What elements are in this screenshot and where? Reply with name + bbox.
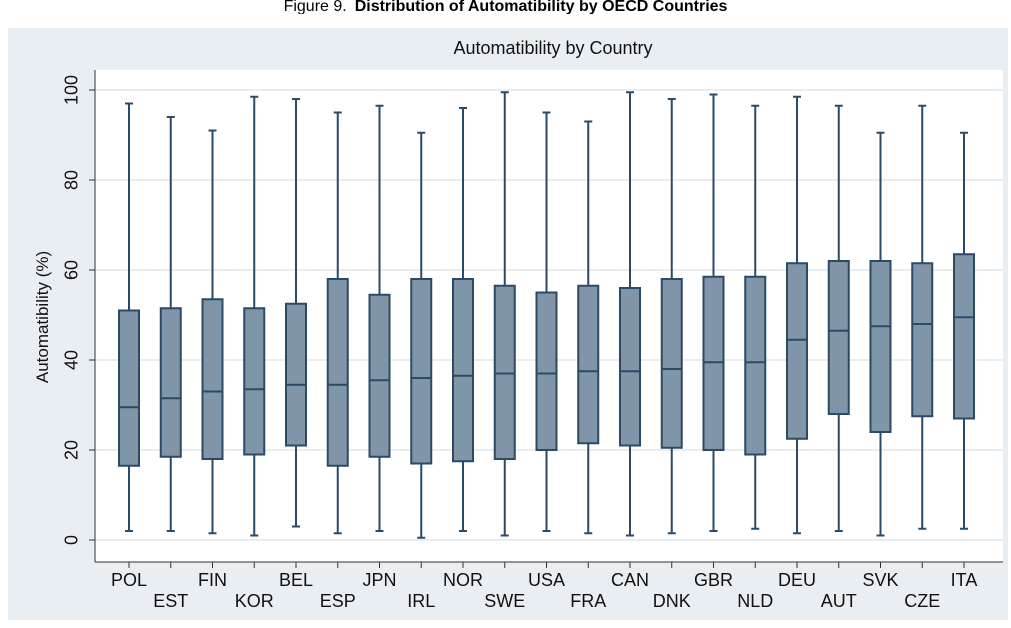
box-kor: [243, 95, 266, 537]
iqr-box: [702, 275, 725, 451]
iqr-box: [535, 291, 558, 451]
boxes: [118, 91, 975, 539]
box-svk: [869, 131, 892, 537]
box-fin: [201, 129, 224, 535]
box-gbr: [702, 93, 725, 532]
y-tick-label: 80: [61, 170, 81, 190]
figure-caption: Figure 9. Distribution of Automatibility …: [0, 0, 1011, 14]
x-category-label: GBR: [694, 570, 733, 590]
figure-title: Distribution of Automatibility by OECD C…: [354, 0, 728, 14]
box-aut: [827, 104, 850, 532]
iqr-box: [285, 302, 307, 447]
figure-number: Figure 9.: [283, 0, 347, 14]
y-tick-label: 0: [61, 535, 81, 545]
iqr-box: [243, 307, 266, 456]
y-axis-ticks: 0 20 40 60 80 100: [61, 75, 95, 545]
x-category-label: SWE: [484, 591, 525, 611]
x-category-label: NOR: [443, 570, 483, 590]
x-category-label: KOR: [235, 591, 274, 611]
x-category-label: EST: [153, 591, 188, 611]
box-nor: [452, 107, 474, 532]
iqr-box: [326, 278, 349, 467]
box-fra: [577, 120, 600, 535]
x-category-label: NLD: [737, 591, 773, 611]
iqr-box: [452, 278, 474, 463]
box-nld: [744, 104, 767, 530]
box-jpn: [368, 104, 391, 532]
box-esp: [326, 111, 349, 535]
x-category-label: POL: [111, 570, 147, 590]
x-category-label: BEL: [279, 570, 313, 590]
x-category-label: SVK: [862, 570, 898, 590]
x-category-label: FIN: [198, 570, 227, 590]
x-category-label: DEU: [778, 570, 816, 590]
iqr-box: [201, 298, 224, 460]
y-tick-label: 100: [61, 75, 81, 105]
box-deu: [786, 95, 808, 535]
x-category-label: CZE: [904, 591, 940, 611]
axes: [94, 70, 1003, 563]
box-ita: [953, 131, 975, 530]
y-tick-label: 60: [61, 260, 81, 280]
box-pol: [118, 102, 140, 532]
chart-title: Automatibility by Country: [453, 38, 652, 58]
box-est: [159, 116, 182, 532]
x-category-label: ESP: [320, 591, 356, 611]
x-category-label: AUT: [821, 591, 857, 611]
iqr-box: [953, 253, 975, 420]
x-category-label: IRL: [407, 591, 435, 611]
box-can: [619, 91, 641, 537]
iqr-box: [493, 284, 516, 460]
x-category-label: FRA: [570, 591, 606, 611]
x-axis-labels: POLESTFINKORBELESPJPNIRLNORSWEUSAFRACAND…: [111, 562, 977, 611]
iqr-box: [159, 307, 182, 458]
iqr-box: [118, 309, 140, 467]
iqr-box: [911, 262, 934, 418]
iqr-box: [827, 260, 850, 415]
iqr-box: [660, 278, 683, 449]
box-swe: [493, 91, 516, 537]
box-dnk: [660, 98, 683, 535]
x-category-label: DNK: [653, 591, 691, 611]
iqr-box: [619, 287, 641, 447]
x-category-label: ITA: [951, 570, 978, 590]
y-tick-label: 20: [61, 440, 81, 460]
y-tick-label: 40: [61, 350, 81, 370]
box-cze: [911, 104, 934, 530]
x-category-label: JPN: [362, 570, 396, 590]
box-usa: [535, 111, 558, 532]
y-axis-title: Automatibility (%): [33, 251, 52, 383]
gridlines: [95, 89, 1003, 541]
iqr-box: [786, 262, 808, 440]
iqr-box: [869, 260, 892, 433]
iqr-box: [744, 275, 767, 456]
iqr-box: [410, 278, 433, 465]
box-irl: [410, 131, 433, 539]
iqr-box: [577, 284, 600, 445]
x-category-label: USA: [528, 570, 565, 590]
x-category-label: CAN: [611, 570, 649, 590]
box-bel: [285, 98, 307, 528]
iqr-box: [368, 293, 391, 458]
